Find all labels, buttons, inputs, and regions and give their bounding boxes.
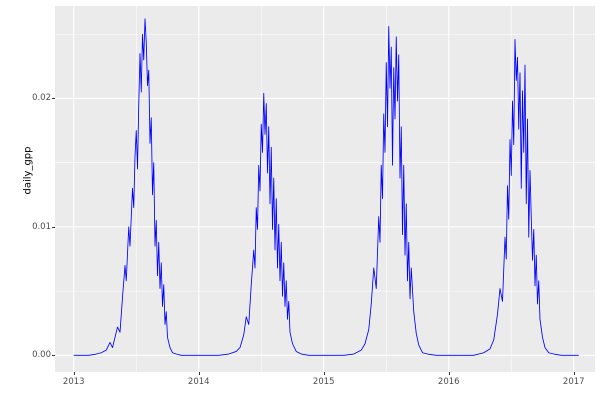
x-tick-label: 2016 [437, 377, 460, 387]
y-tick-mark [52, 98, 55, 100]
y-axis-title: daily_gpp [22, 146, 34, 195]
y-tick-mark [52, 226, 55, 228]
x-tick-mark [448, 372, 450, 375]
x-tick-mark [573, 372, 575, 375]
y-tick-label: 0.01 [32, 221, 51, 232]
y-tick-label: 0.00 [32, 350, 51, 361]
x-tick-label: 2015 [312, 377, 335, 387]
x-tick-label: 2014 [187, 377, 210, 387]
x-tick-label: 2017 [562, 377, 585, 387]
line-series-daily-gpp [73, 18, 579, 356]
x-tick-mark [198, 372, 200, 375]
plot-area [55, 6, 595, 372]
x-tick-mark [323, 372, 325, 375]
x-tick-label: 2013 [62, 377, 85, 387]
x-tick-mark [73, 372, 75, 375]
y-tick-label: 0.02 [32, 93, 51, 104]
y-tick-mark [52, 355, 55, 357]
chart-panel [55, 6, 595, 372]
